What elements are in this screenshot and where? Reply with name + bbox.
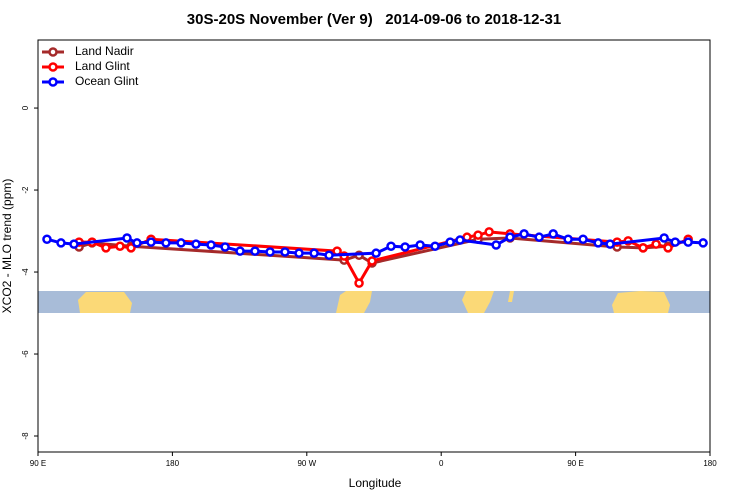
land-shape bbox=[336, 291, 372, 313]
data-point bbox=[122, 233, 132, 243]
data-point bbox=[69, 239, 79, 249]
data-point bbox=[683, 237, 693, 247]
x-tick-label: 90 E bbox=[567, 459, 583, 468]
data-point bbox=[519, 229, 529, 239]
x-tick-label: 90 E bbox=[30, 459, 46, 468]
data-point bbox=[670, 237, 680, 247]
data-point bbox=[220, 242, 230, 252]
data-point bbox=[191, 239, 201, 249]
data-point bbox=[659, 233, 669, 243]
chart-title: 30S-20S November (Ver 9) 2014-09-06 to 2… bbox=[187, 11, 561, 28]
data-point bbox=[638, 243, 648, 253]
data-point bbox=[698, 238, 708, 248]
legend-marker bbox=[48, 77, 58, 87]
y-axis-label: XCO2 - MLO trend (ppm) bbox=[0, 179, 14, 314]
data-point bbox=[354, 278, 364, 288]
x-axis-label: Longitude bbox=[349, 476, 402, 490]
data-point bbox=[146, 237, 156, 247]
x-tick-label: 180 bbox=[166, 459, 180, 468]
land-shape bbox=[462, 291, 494, 313]
x-tick-label: 180 bbox=[703, 459, 717, 468]
legend-label: Land Nadir bbox=[75, 44, 134, 58]
land-shape bbox=[612, 291, 670, 313]
data-point bbox=[371, 248, 381, 258]
data-point bbox=[176, 238, 186, 248]
data-point bbox=[484, 227, 494, 237]
data-point bbox=[663, 243, 673, 253]
land-shape bbox=[78, 292, 132, 313]
data-point bbox=[132, 238, 142, 248]
data-point bbox=[56, 238, 66, 248]
data-point bbox=[250, 246, 260, 256]
data-point bbox=[309, 248, 319, 258]
legend-marker bbox=[48, 47, 58, 57]
data-point bbox=[455, 235, 465, 245]
data-point bbox=[473, 230, 483, 240]
data-point bbox=[294, 248, 304, 258]
data-point bbox=[367, 256, 377, 266]
data-point bbox=[445, 237, 455, 247]
data-point bbox=[324, 250, 334, 260]
y-tick-label: -2 bbox=[21, 186, 30, 194]
plot-frame bbox=[37, 39, 711, 453]
legend-label: Ocean Glint bbox=[75, 74, 139, 88]
data-point bbox=[578, 234, 588, 244]
data-point bbox=[593, 238, 603, 248]
land-shape bbox=[508, 291, 514, 302]
data-point bbox=[265, 247, 275, 257]
data-point bbox=[563, 234, 573, 244]
y-tick-label: -4 bbox=[21, 268, 30, 276]
data-point bbox=[235, 246, 245, 256]
legend-label: Land Glint bbox=[75, 59, 130, 73]
legend-marker bbox=[48, 62, 58, 72]
x-tick-label: 90 W bbox=[297, 459, 316, 468]
data-point bbox=[651, 239, 661, 249]
data-point bbox=[101, 243, 111, 253]
data-point bbox=[491, 240, 501, 250]
data-point bbox=[206, 240, 216, 250]
data-point bbox=[415, 240, 425, 250]
data-point bbox=[42, 234, 52, 244]
data-point bbox=[400, 242, 410, 252]
data-point bbox=[386, 241, 396, 251]
data-point bbox=[115, 241, 125, 251]
y-tick-label: 0 bbox=[21, 105, 30, 110]
data-point bbox=[505, 232, 515, 242]
y-tick-label: -8 bbox=[21, 432, 30, 440]
x-tick-label: 0 bbox=[439, 459, 444, 468]
data-point bbox=[430, 241, 440, 251]
data-point bbox=[280, 247, 290, 257]
data-point bbox=[161, 238, 171, 248]
map-strip bbox=[38, 291, 710, 313]
ocean-strip bbox=[38, 291, 710, 313]
y-tick-label: -6 bbox=[21, 350, 30, 358]
data-point bbox=[548, 229, 558, 239]
data-point bbox=[605, 239, 615, 249]
data-point bbox=[126, 243, 136, 253]
data-point bbox=[534, 232, 544, 242]
